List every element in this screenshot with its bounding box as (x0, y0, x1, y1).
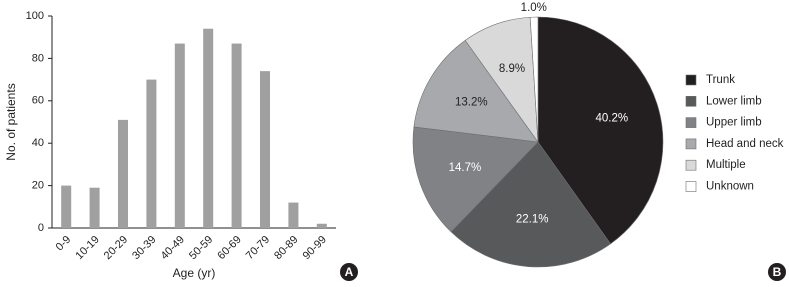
x-tick-label: 20-29 (102, 234, 130, 262)
slice-label: 1.0% (521, 2, 547, 14)
legend-label: Multiple (706, 159, 746, 171)
legend-label: Upper limb (706, 117, 762, 129)
legend-swatch (685, 138, 697, 150)
slice-label: 22.1% (516, 213, 549, 225)
panel-badge (768, 263, 786, 281)
x-tick-label: 60-69 (215, 234, 243, 262)
pie-slice (413, 39, 539, 143)
legend-label: Lower limb (706, 95, 762, 107)
x-tick-label: 80-89 (272, 234, 300, 262)
legend-label: Head and neck (706, 138, 784, 150)
x-tick-label: 40-49 (159, 234, 187, 262)
slice-label: 40.2% (596, 112, 629, 124)
panel-label: A (345, 265, 354, 279)
legend-label: Trunk (706, 74, 735, 86)
x-tick-label: 70-79 (244, 234, 272, 262)
bar (316, 223, 327, 228)
y-tick-label: 40 (32, 137, 44, 149)
y-axis-title: No. of patients (4, 83, 18, 160)
x-tick-label: 30-39 (130, 234, 158, 262)
pie-slice (529, 16, 539, 143)
y-tick-label: 100 (26, 10, 44, 22)
pie-slice (450, 141, 611, 268)
panel-label: B (773, 265, 782, 279)
y-tick-label: 0 (38, 222, 44, 234)
y-tick-label: 80 (32, 52, 44, 64)
y-tick-label: 20 (32, 180, 44, 192)
slice-label: 14.7% (449, 162, 482, 174)
legend-label: Unknown (706, 181, 754, 193)
slice-label: 8.9% (499, 63, 525, 75)
x-tick-label: 90-99 (301, 234, 329, 262)
bar (174, 43, 185, 229)
slice-label: 13.2% (455, 97, 488, 109)
legend-swatch (685, 159, 697, 171)
legend-swatch (685, 117, 697, 128)
legend-swatch (685, 74, 697, 86)
bar (89, 187, 100, 228)
bar (203, 28, 214, 228)
legend-swatch (685, 181, 697, 192)
bar (260, 71, 270, 229)
pie-slice (537, 16, 664, 245)
pie-slice (412, 126, 539, 233)
x-tick-label: 10-19 (73, 234, 101, 262)
bar (61, 185, 72, 228)
bar (288, 202, 299, 228)
x-tick-label: 50-59 (187, 234, 215, 262)
bar (231, 43, 242, 229)
bar (146, 79, 157, 228)
legend-swatch (685, 96, 697, 107)
x-axis-title: Age (yr) (173, 266, 216, 280)
x-tick-label: 0-9 (54, 234, 74, 254)
y-tick-label: 60 (32, 95, 44, 107)
panel-badge (340, 263, 358, 281)
bar (118, 119, 128, 228)
